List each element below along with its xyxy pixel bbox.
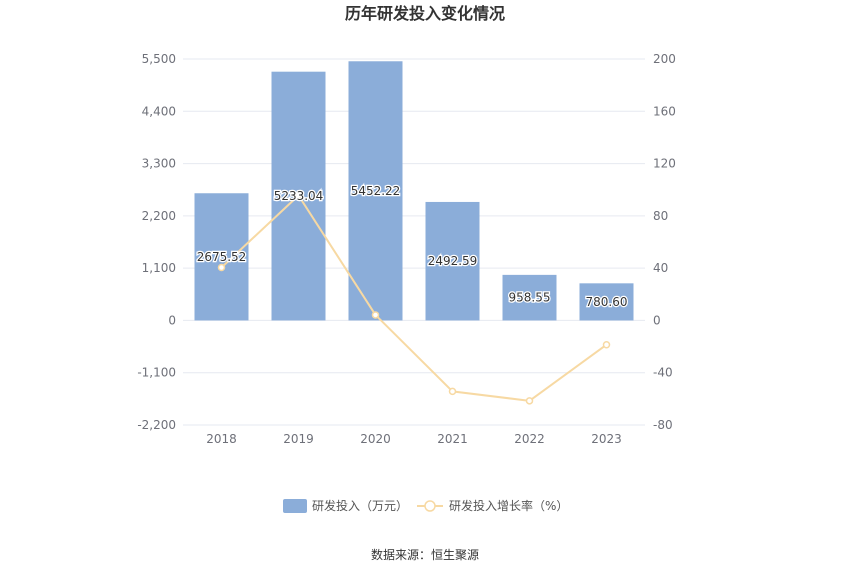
y-right-tick-label: 200: [653, 52, 676, 66]
legend: 研发投入（万元） 研发投入增长率（%）: [283, 498, 568, 513]
legend-bar-swatch: [283, 499, 307, 513]
y-left-tick-label: 2,200: [142, 209, 176, 223]
y-left-tick-label: 1,100: [142, 261, 176, 275]
line-point[interactable]: [294, 191, 303, 200]
bar[interactable]: [579, 283, 634, 321]
y-right-tick-label: 40: [653, 261, 668, 275]
y-left-tick-label: -1,100: [137, 366, 176, 380]
line-point[interactable]: [525, 397, 534, 405]
line-point[interactable]: [448, 387, 457, 396]
x-tick-label: 2019: [283, 432, 314, 446]
y-left-tick-label: 4,400: [142, 104, 176, 118]
bar-value-label: 2492.59: [428, 254, 478, 268]
x-axis: 2018 2019 2020 2021 2022 2023: [206, 432, 622, 446]
bar[interactable]: [502, 274, 557, 321]
legend-bar-label[interactable]: 研发投入（万元）: [312, 498, 408, 513]
y-right-tick-label: -80: [653, 418, 673, 432]
bar-value-label: 5452.22: [351, 184, 401, 198]
legend-line-marker: [424, 500, 436, 512]
x-tick-label: 2018: [206, 432, 237, 446]
line-point[interactable]: [602, 340, 611, 349]
y-left-tick-label: 0: [168, 313, 176, 327]
bar-labels: 2675.52 5233.04 5452.22 2492.59 958.55 780.60: [195, 183, 628, 311]
source-text: 数据来源：恒生聚源: [371, 547, 479, 562]
bar-series: [194, 61, 634, 321]
bar[interactable]: [348, 61, 403, 321]
y-right-tick-label: 160: [653, 104, 676, 118]
y-right-tick-label: -40: [653, 366, 673, 380]
legend-line-label[interactable]: 研发投入增长率（%）: [449, 498, 568, 513]
bar[interactable]: [194, 193, 249, 321]
y-left-tick-label: -2,200: [137, 418, 176, 432]
y-axis-right: 200 160 120 80 40 0 -40 -80: [653, 52, 676, 432]
y-right-tick-label: 0: [653, 313, 661, 327]
y-right-tick-label: 80: [653, 209, 668, 223]
bar-value-label: 2675.52: [197, 250, 247, 264]
growth-line: [220, 193, 608, 402]
bar-value-label: 5233.04: [274, 189, 324, 203]
line-point[interactable]: [217, 263, 226, 272]
x-tick-label: 2023: [591, 432, 622, 446]
grid-lines: [183, 58, 645, 426]
bar-value-label: 780.60: [586, 295, 628, 309]
x-tick-label: 2022: [514, 432, 545, 446]
x-tick-label: 2021: [437, 432, 468, 446]
y-left-tick-label: 5,500: [142, 52, 176, 66]
x-tick-label: 2020: [360, 432, 391, 446]
y-right-tick-label: 120: [653, 157, 676, 171]
y-axis-left: 5,500 4,400 3,300 2,200 1,100 0 -1,100 -2,200: [137, 52, 176, 432]
y-left-tick-label: 3,300: [142, 157, 176, 171]
bar-value-label: 958.55: [509, 291, 551, 305]
line-point[interactable]: [371, 311, 380, 319]
bar[interactable]: [425, 201, 480, 321]
line-series: [217, 191, 611, 405]
chart-title: 历年研发投入变化情况: [345, 4, 505, 23]
